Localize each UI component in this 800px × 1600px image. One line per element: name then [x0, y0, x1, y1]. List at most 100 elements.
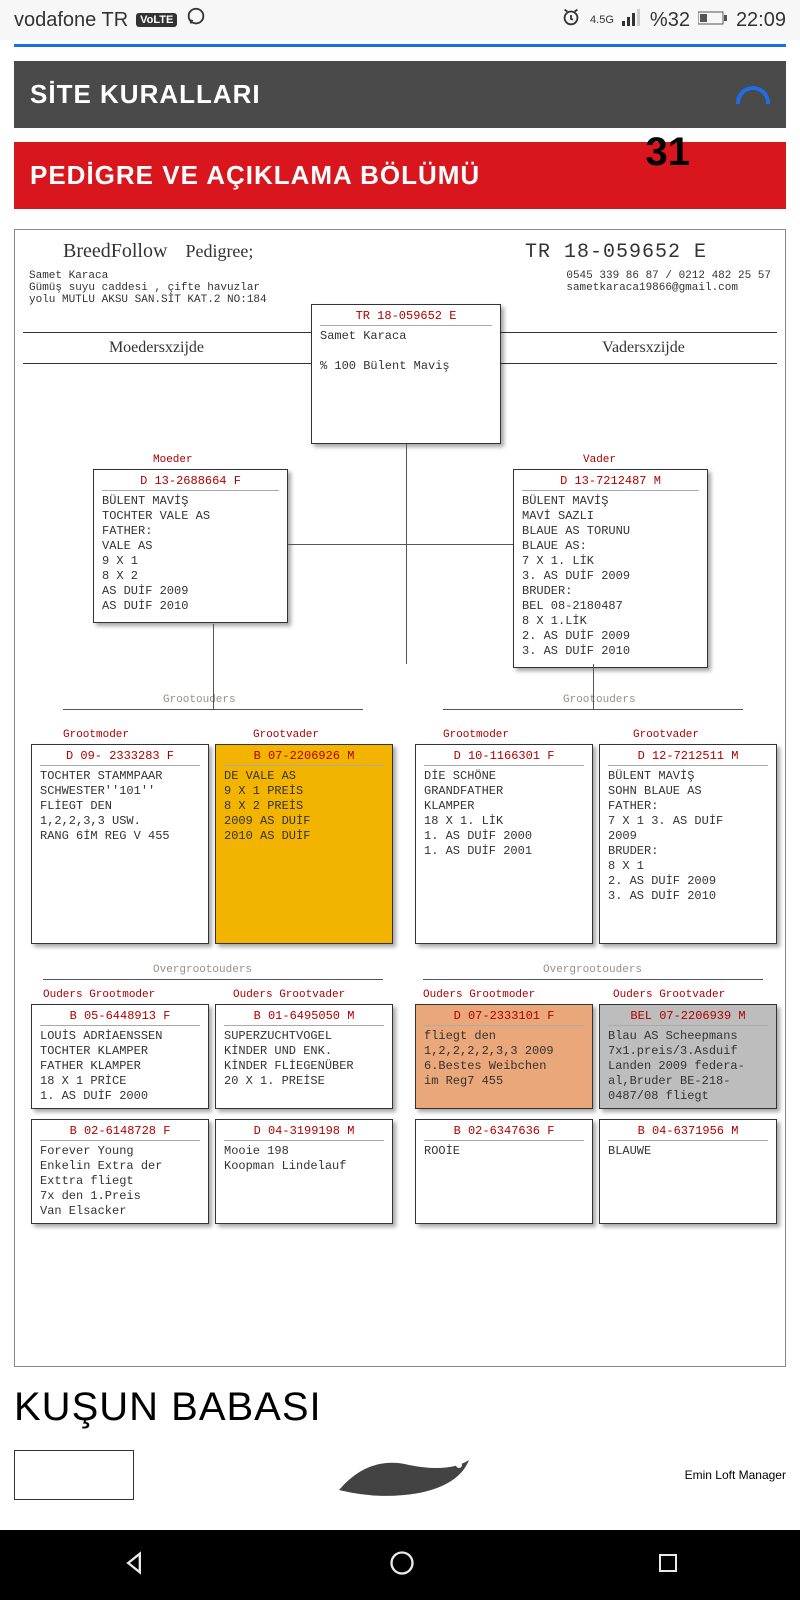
ggp-b1-ring: B 05-6448913 F: [40, 1009, 200, 1026]
gv-label-1: Grootvader: [253, 729, 319, 741]
section-title: PEDİGRE VE AÇIKLAMA BÖLÜMÜ: [30, 160, 480, 191]
android-navbar: [0, 1530, 800, 1600]
tree-line: [443, 709, 743, 710]
brand-text: BreedFollow: [63, 240, 167, 263]
signal-icon: [622, 8, 642, 32]
network-text: 4.5G: [590, 14, 614, 26]
ggp-c4-ring: B 04-6371956 M: [608, 1124, 768, 1141]
ggp-b3-text: fliegt den 1,2,2,2,2,3,3 2009 6.Bestes W…: [424, 1029, 584, 1089]
gp-mgv-ring: B 07-2206926 M: [224, 749, 384, 766]
gp-mgm-box: D 09- 2333283 F TOCHTER STAMMPAAR SCHWES…: [31, 744, 209, 944]
gp-vgv-ring: D 12-7212511 M: [608, 749, 768, 766]
ggp-b3-ring: D 07-2333101 F: [424, 1009, 584, 1026]
battery-icon: [698, 9, 728, 32]
gp-mgm-text: TOCHTER STAMMPAAR SCHWESTER''101'' FLİEG…: [40, 769, 200, 844]
ggp-b1-box: B 05-6448913 F LOUİS ADRİAENSSEN TOCHTER…: [31, 1004, 209, 1109]
vader-ring: D 13-7212487 M: [522, 474, 699, 491]
carrier-text: vodafone TR: [14, 9, 128, 32]
tree-line: [406, 544, 513, 545]
loft-row: Emin Loft Manager: [14, 1440, 786, 1510]
battery-text: %32: [650, 9, 690, 32]
loft-manager-text: Emin Loft Manager: [685, 1468, 786, 1482]
ggp-c1-box: B 02-6148728 F Forever Young Enkelin Ext…: [31, 1119, 209, 1224]
ggp-b4-box: BEL 07-2206939 M Blau AS Scheepmans 7x1.…: [599, 1004, 777, 1109]
moeder-label: Moeder: [153, 454, 193, 466]
subject-box: TR 18-059652 E Samet Karaca % 100 Bülent…: [311, 304, 501, 444]
gp-mgv-text: DE VALE AS 9 X 1 PREİS 8 X 2 PREİS 2009 …: [224, 769, 384, 844]
pigeon-icon: [319, 1445, 499, 1505]
gp-vgv-text: BÜLENT MAVİŞ SOHN BLAUE AS FATHER: 7 X 1…: [608, 769, 768, 904]
ogv-label-2: Ouders Grootvader: [613, 989, 725, 1001]
ggp-c1-ring: B 02-6148728 F: [40, 1124, 200, 1141]
ggp-b3-box: D 07-2333101 F fliegt den 1,2,2,2,2,3,3 …: [415, 1004, 593, 1109]
owner-left: Samet Karaca Gümüş suyu caddesi , çifte …: [29, 270, 267, 306]
gp-vgm-box: D 10-1166301 F DİE SCHÖNE GRANDFATHER KL…: [415, 744, 593, 944]
section-title-father: KUŞUN BABASI: [14, 1385, 786, 1430]
tree-line: [423, 979, 763, 980]
subject-ring: TR 18-059652 E: [320, 309, 492, 326]
recent-icon[interactable]: [656, 1551, 680, 1580]
ggp-c2-box: D 04-3199198 M Mooie 198 Koopman Lindela…: [215, 1119, 393, 1224]
gp-vgv-box: D 12-7212511 M BÜLENT MAVİŞ SOHN BLAUE A…: [599, 744, 777, 944]
overgroot-label-l: Overgrootouders: [153, 964, 252, 976]
rules-title: SİTE KURALLARI: [30, 79, 261, 110]
gp-mgm-ring: D 09- 2333283 F: [40, 749, 200, 766]
loading-arc-icon: [736, 86, 770, 104]
volte-badge: VoLTE: [136, 13, 177, 27]
ggp-c4-box: B 04-6371956 M BLAUWE: [599, 1119, 777, 1224]
ggp-c2-ring: D 04-3199198 M: [224, 1124, 384, 1141]
ggp-b4-text: Blau AS Scheepmans 7x1.preis/3.Asduif La…: [608, 1029, 768, 1104]
ggp-c1-text: Forever Young Enkelin Extra der Exttra f…: [40, 1144, 200, 1219]
ggp-b2-ring: B 01-6495050 M: [224, 1009, 384, 1026]
owner-right: 0545 339 86 87 / 0212 482 25 57 sametkar…: [566, 270, 771, 306]
status-bar: vodafone TR VoLTE 4.5G %32 22:09: [0, 0, 800, 40]
whatsapp-icon: [185, 6, 207, 34]
alarm-icon: [560, 6, 582, 34]
ggp-b1-text: LOUİS ADRİAENSSEN TOCHTER KLAMPER FATHER…: [40, 1029, 200, 1104]
pedigree-document: BreedFollow Pedigree; TR 18-059652 E Sam…: [14, 229, 786, 1367]
tree-line: [406, 444, 407, 664]
gp-vgm-text: DİE SCHÖNE GRANDFATHER KLAMPER 18 X 1. L…: [424, 769, 584, 859]
rules-banner[interactable]: SİTE KURALLARI: [14, 61, 786, 128]
ggp-b4-ring: BEL 07-2206939 M: [608, 1009, 768, 1026]
divider-blue: [14, 44, 786, 47]
placeholder-box: [14, 1450, 134, 1500]
tree-line: [213, 624, 214, 709]
gp-vgm-ring: D 10-1166301 F: [424, 749, 584, 766]
grootouders-label-r: Grootouders: [563, 694, 636, 706]
moeder-ring: D 13-2688664 F: [102, 474, 279, 491]
gm-label-1: Grootmoder: [63, 729, 129, 741]
gm-label-2: Grootmoder: [443, 729, 509, 741]
ggp-c3-box: B 02-6347636 F ROOİE: [415, 1119, 593, 1224]
home-icon[interactable]: [388, 1549, 416, 1582]
ggp-b2-text: SUPERZUCHTVOGEL KİNDER UND ENK. KİNDER F…: [224, 1029, 384, 1089]
grootouders-label-l: Grootouders: [163, 694, 236, 706]
tree-line: [43, 979, 383, 980]
back-icon[interactable]: [120, 1549, 148, 1582]
gv-label-2: Grootvader: [633, 729, 699, 741]
count-label: 31: [646, 130, 691, 175]
ogm-label-1: Ouders Grootmoder: [43, 989, 155, 1001]
ogv-label-1: Ouders Grootvader: [233, 989, 345, 1001]
ggp-b2-box: B 01-6495050 M SUPERZUCHTVOGEL KİNDER UN…: [215, 1004, 393, 1109]
tree-line: [288, 544, 406, 545]
main-ring: TR 18-059652 E: [525, 241, 737, 264]
time-text: 22:09: [736, 9, 786, 32]
vader-box: D 13-7212487 M BÜLENT MAVİŞ MAVİ SAZLI B…: [513, 469, 708, 668]
moeder-side-label: Moedersxzijde: [23, 333, 290, 363]
ggp-c4-text: BLAUWE: [608, 1144, 768, 1159]
overgroot-label-r: Overgrootouders: [543, 964, 642, 976]
tree-line: [63, 709, 363, 710]
vader-text: BÜLENT MAVİŞ MAVİ SAZLI BLAUE AS TORUNU …: [522, 494, 699, 659]
gp-mgv-box: B 07-2206926 M DE VALE AS 9 X 1 PREİS 8 …: [215, 744, 393, 944]
pedigree-label: Pedigree;: [185, 241, 253, 262]
ggp-c3-ring: B 02-6347636 F: [424, 1124, 584, 1141]
ggp-c2-text: Mooie 198 Koopman Lindelauf: [224, 1144, 384, 1174]
vader-side-label: Vadersxzijde: [510, 333, 777, 363]
moeder-box: D 13-2688664 F BÜLENT MAVİŞ TOCHTER VALE…: [93, 469, 288, 623]
ogm-label-2: Ouders Grootmoder: [423, 989, 535, 1001]
subject-text: Samet Karaca % 100 Bülent Maviş: [320, 329, 492, 374]
tree-line: [593, 664, 594, 709]
ggp-c3-text: ROOİE: [424, 1144, 584, 1159]
moeder-text: BÜLENT MAVİŞ TOCHTER VALE AS FATHER: VAL…: [102, 494, 279, 614]
